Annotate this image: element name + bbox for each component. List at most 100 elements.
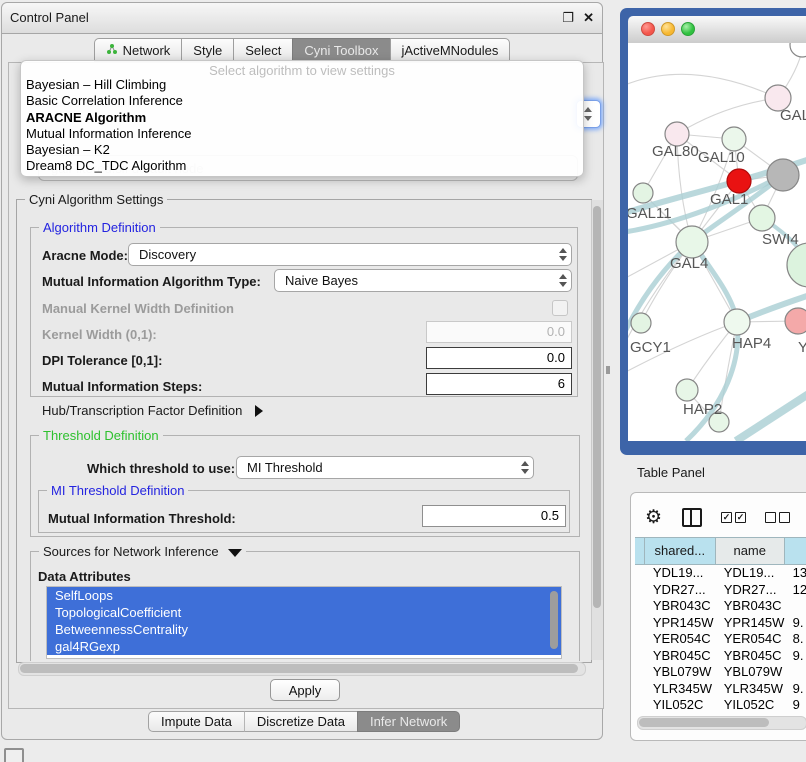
- network-view-window[interactable]: GAL GAL80 GAL10 GAL1 GAL11 SWI4 GAL4 GCY…: [620, 8, 806, 455]
- table-row[interactable]: YBR045C YBR045C 9.: [652, 647, 804, 663]
- which-threshold-combo[interactable]: MI Threshold: [236, 456, 534, 479]
- algorithm-option[interactable]: Dream8 DC_TDC Algorithm: [26, 158, 187, 174]
- node-label: GAL1: [710, 191, 749, 208]
- list-item[interactable]: BetweennessCentrality: [47, 621, 561, 638]
- node[interactable]: [786, 242, 806, 288]
- manual-kernel-checkbox[interactable]: [552, 300, 568, 316]
- table-row[interactable]: YIL052C YIL052C 9: [652, 697, 800, 712]
- data-attributes-list[interactable]: SelfLoops TopologicalCoefficient Between…: [46, 586, 562, 659]
- algorithm-option-selected[interactable]: ARACNE Algorithm: [26, 109, 147, 125]
- table-row[interactable]: YER054C YER054C 8.: [652, 631, 804, 646]
- tab-label: Network: [122, 42, 171, 58]
- minimize-traffic-light[interactable]: [661, 22, 675, 36]
- float-window-icon[interactable]: ❐: [562, 10, 574, 25]
- table-row[interactable]: YDR27... YDR27... 12: [652, 581, 806, 597]
- table-hscrollbar-thumb[interactable]: [639, 718, 769, 727]
- algorithm-option[interactable]: Bayesian – Hill Climbing: [26, 77, 167, 92]
- hub-tf-definition-toggle[interactable]: Hub/Transcription Factor Definition: [42, 402, 263, 420]
- network-icon: [106, 43, 118, 58]
- tab-style[interactable]: Style: [181, 38, 234, 62]
- node[interactable]: [784, 307, 806, 335]
- combo-stepper-icon: [555, 244, 571, 265]
- mi-steps-label: Mutual Information Steps:: [42, 379, 203, 394]
- node[interactable]: [789, 43, 806, 58]
- settings-scrollbar[interactable]: [591, 200, 603, 660]
- node-swi4[interactable]: [748, 204, 776, 232]
- tab-discretize-data[interactable]: Discretize Data: [243, 711, 357, 732]
- kernel-width-field[interactable]: 0.0: [426, 321, 572, 343]
- tab-cyni-toolbox[interactable]: Cyni Toolbox: [292, 38, 390, 62]
- node[interactable]: [766, 158, 800, 192]
- deselect-all-checkboxes-icon[interactable]: [765, 511, 791, 523]
- list-item[interactable]: SelfLoops: [47, 587, 561, 604]
- settings-scrollbar-thumb[interactable]: [593, 206, 601, 608]
- tab-select[interactable]: Select: [233, 38, 293, 62]
- tab-jactivemnodules[interactable]: jActiveMNodules: [389, 38, 511, 62]
- tab-impute-data[interactable]: Impute Data: [148, 711, 244, 732]
- node-gal10[interactable]: [721, 126, 747, 152]
- close-window-icon[interactable]: ✕: [583, 10, 594, 25]
- expand-triangle-icon: [254, 404, 263, 417]
- algorithm-option[interactable]: Basic Correlation Inference: [26, 93, 183, 109]
- apply-button[interactable]: Apply: [270, 679, 340, 701]
- node-gal80[interactable]: [664, 121, 690, 147]
- list-item[interactable]: gal4RGexp: [47, 638, 561, 655]
- tab-network[interactable]: Network: [93, 38, 182, 62]
- table-header-row: shared... name: [635, 537, 806, 565]
- combo-value: MI Threshold: [247, 460, 323, 475]
- node[interactable]: [708, 411, 730, 433]
- node-gal11[interactable]: [632, 182, 654, 204]
- node-hap4[interactable]: [723, 308, 751, 336]
- algorithm-dropdown-popup: Select algorithm to view settings Bayesi…: [20, 60, 584, 177]
- table-row[interactable]: YBR043C YBR043C: [652, 598, 782, 613]
- network-canvas[interactable]: GAL GAL80 GAL10 GAL1 GAL11 SWI4 GAL4 GCY…: [628, 43, 806, 441]
- column-header-shared-name[interactable]: shared...: [644, 538, 716, 564]
- table-row[interactable]: YDL19... YDL19... 13: [652, 565, 806, 580]
- dpi-tolerance-field[interactable]: 0.0: [426, 347, 572, 369]
- node-label: GCY1: [630, 339, 671, 356]
- node-hap2[interactable]: [675, 378, 699, 402]
- control-panel-titlebar[interactable]: Control Panel ❐ ✕: [2, 3, 602, 34]
- sources-title-text: Sources for Network Inference: [43, 544, 219, 559]
- network-window-titlebar[interactable]: [628, 16, 806, 44]
- mi-type-combo[interactable]: Naive Bayes: [274, 269, 572, 292]
- columns-icon[interactable]: [682, 507, 703, 527]
- table-row[interactable]: YPR145W YPR145W 9.: [652, 614, 804, 630]
- column-header-name[interactable]: name: [715, 538, 785, 564]
- list-scrollbar-thumb[interactable]: [550, 591, 558, 649]
- close-traffic-light[interactable]: [641, 22, 655, 36]
- tab-label: Impute Data: [161, 714, 232, 729]
- combo-value: Discovery: [139, 247, 197, 262]
- collapse-triangle-icon: [228, 548, 243, 557]
- aracne-mode-combo[interactable]: Discovery: [128, 243, 572, 266]
- table-row[interactable]: YLR345W YLR345W 9.: [652, 680, 804, 696]
- mi-threshold-field[interactable]: 0.5: [422, 505, 566, 527]
- node-gcy1[interactable]: [630, 312, 652, 334]
- sources-group-title[interactable]: Sources for Network Inference: [39, 544, 247, 559]
- node-label: HAP2: [683, 401, 723, 418]
- tab-infer-network[interactable]: Infer Network: [356, 711, 461, 732]
- list-item[interactable]: TopologicalCoefficient: [47, 604, 561, 621]
- node-gal1[interactable]: [726, 168, 752, 194]
- node[interactable]: [764, 84, 792, 112]
- node-gal4[interactable]: [675, 225, 709, 259]
- table-hscrollbar[interactable]: [637, 716, 806, 730]
- collapsed-panel-icon[interactable]: [4, 748, 24, 762]
- node-label: GAL10: [698, 149, 745, 166]
- algorithm-option[interactable]: Bayesian – K2: [26, 142, 110, 158]
- settings-hscrollbar[interactable]: [18, 662, 586, 676]
- mi-steps-field[interactable]: 6: [426, 373, 572, 395]
- splitter-handle[interactable]: [606, 366, 610, 374]
- which-threshold-label: Which threshold to use:: [87, 461, 236, 476]
- zoom-traffic-light[interactable]: [681, 22, 695, 36]
- algorithm-option[interactable]: Mutual Information Inference: [26, 125, 192, 141]
- table-row[interactable]: YBL079W YBL079W: [652, 664, 783, 679]
- settings-hscrollbar-thumb[interactable]: [20, 664, 578, 673]
- node-label: HAP4: [732, 335, 772, 352]
- select-all-checkboxes-icon[interactable]: ✓ ✓: [721, 511, 747, 523]
- gear-icon[interactable]: ⚙: [645, 506, 663, 528]
- table-panel-title: Table Panel: [637, 465, 705, 480]
- column-header-clipped[interactable]: [784, 538, 806, 564]
- data-attributes-label: Data Attributes: [38, 569, 131, 584]
